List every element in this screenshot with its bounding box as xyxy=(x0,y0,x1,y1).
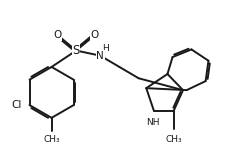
Text: CH₃: CH₃ xyxy=(43,135,60,144)
Text: Cl: Cl xyxy=(11,100,22,110)
Text: N: N xyxy=(96,51,104,61)
Text: H: H xyxy=(102,44,109,53)
Text: CH₃: CH₃ xyxy=(165,135,182,144)
Text: O: O xyxy=(54,30,62,40)
Text: S: S xyxy=(72,44,80,57)
Text: O: O xyxy=(90,30,99,40)
Text: NH: NH xyxy=(146,118,159,127)
